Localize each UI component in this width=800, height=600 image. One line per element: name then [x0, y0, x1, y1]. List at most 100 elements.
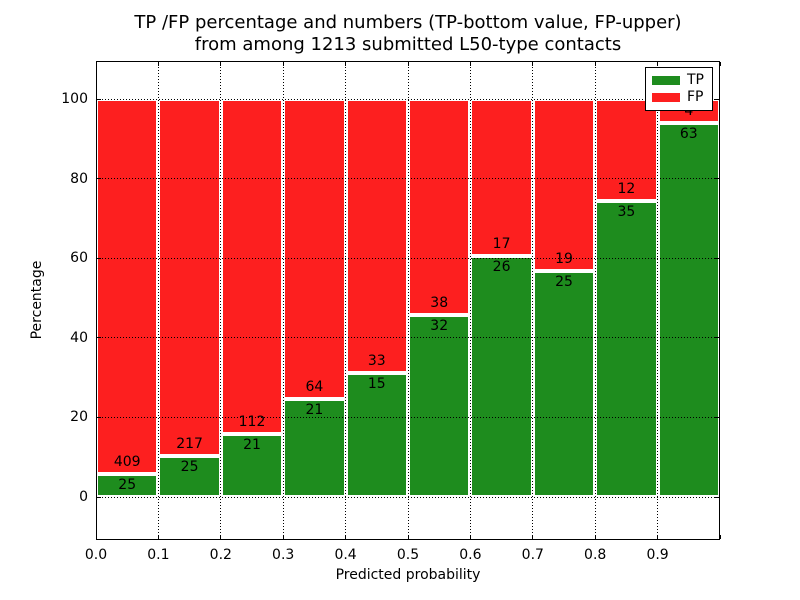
x-tick-bottom [95, 535, 97, 539]
x-tick-bottom [469, 535, 471, 539]
bar-label-fp: 17 [492, 236, 511, 253]
y-tick-right [715, 337, 719, 339]
bar-label-fp: 33 [367, 352, 386, 369]
y-tick-right [715, 98, 719, 100]
x-tick-label: 0.0 [84, 547, 108, 563]
legend-swatch-tp [652, 75, 680, 85]
y-tick-left [97, 178, 101, 180]
x-tick-label: 0.8 [584, 547, 607, 563]
y-tick-left [97, 337, 101, 339]
y-tick-left [97, 416, 101, 418]
bar-label-tp: 21 [243, 437, 261, 454]
y-tick-right [715, 257, 719, 259]
x-tick-label: 0.9 [646, 547, 669, 563]
y-tick-right [715, 416, 719, 418]
bar-label-fp: 409 [113, 454, 141, 471]
x-tick-bottom [719, 535, 721, 539]
bar-segment-tp [595, 200, 658, 497]
legend-entry-tp: TP [652, 71, 706, 88]
x-tick-bottom [220, 535, 222, 539]
gridline-horizontal [96, 416, 720, 418]
bar-label-tp: 21 [305, 401, 324, 418]
x-tick-top [719, 62, 721, 66]
gridline-horizontal [96, 178, 720, 180]
y-tick-left [97, 98, 101, 100]
legend-swatch-fp [652, 93, 680, 103]
x-axis-label: Predicted probability [335, 567, 481, 583]
x-tick-bottom [407, 535, 409, 539]
chart-title-line1: TP /FP percentage and numbers (TP-bottom… [134, 12, 682, 33]
bar-label-tp: 63 [679, 125, 698, 142]
gridline-vertical [220, 61, 222, 540]
x-tick-top [407, 62, 409, 66]
bar-label-fp: 12 [617, 180, 636, 197]
x-tick-top [657, 62, 659, 66]
bar-label-tp: 15 [367, 375, 386, 392]
y-tick-right [715, 496, 719, 498]
x-tick-top [282, 62, 284, 66]
bar-label-tp: 25 [555, 273, 573, 290]
x-tick-top [532, 62, 534, 66]
bar-label-tp: 32 [430, 318, 449, 335]
y-tick-left [97, 257, 101, 259]
bar-segment-fp [220, 99, 284, 435]
bar-segment-tp [96, 474, 159, 497]
bar-label-tp: 35 [617, 203, 636, 220]
y-axis-label: Percentage [29, 260, 45, 340]
x-tick-label: 0.6 [459, 547, 482, 563]
y-tick-label: 100 [61, 91, 88, 107]
x-tick-top [345, 62, 347, 66]
legend-entry-fp: FP [652, 90, 706, 105]
legend: TP FP [645, 67, 713, 111]
bar-label-tp: 25 [118, 477, 137, 494]
gridline-horizontal [96, 496, 720, 498]
bar-segment-fp [532, 99, 596, 271]
bar-segment-tp [158, 455, 221, 497]
x-tick-bottom [345, 535, 347, 539]
gridline-vertical [345, 61, 347, 540]
legend-label: TP [687, 71, 704, 88]
x-tick-top [594, 62, 596, 66]
bar-segment-fp [158, 99, 221, 456]
x-tick-label: 0.7 [521, 547, 544, 563]
y-tick-right [715, 178, 719, 180]
y-tick-label: 0 [79, 489, 88, 505]
bar-label-fp: 64 [305, 378, 324, 395]
bar-label-fp: 38 [430, 295, 449, 312]
gridline-horizontal [96, 257, 720, 259]
bar-label-fp: 112 [238, 414, 266, 431]
x-tick-top [95, 62, 97, 66]
x-tick-label: 0.4 [334, 547, 357, 563]
y-tick-label: 20 [70, 409, 88, 426]
gridline-vertical [407, 61, 409, 540]
x-tick-bottom [532, 535, 534, 539]
chart-title-line2: from among 1213 submitted L50-type conta… [194, 34, 622, 55]
bar-segment-fp [470, 99, 533, 257]
bar-segment-tp [220, 434, 284, 497]
legend-label: FP [687, 89, 704, 106]
x-tick-label: 0.5 [396, 547, 420, 563]
x-tick-top [469, 62, 471, 66]
bar-segment-tp [470, 256, 533, 497]
bar-segment-tp [408, 315, 471, 497]
bar-segment-tp [657, 122, 720, 497]
bar-segment-tp [345, 372, 408, 497]
bar-label-tp: 26 [492, 259, 511, 276]
x-tick-bottom [282, 535, 284, 539]
x-tick-bottom [157, 535, 159, 539]
bar-segment-fp [408, 99, 471, 316]
x-tick-label: 0.2 [209, 547, 232, 563]
x-tick-bottom [657, 535, 659, 539]
y-tick-label: 40 [70, 329, 88, 346]
gridline-horizontal [96, 98, 720, 100]
bar-label-fp: 217 [176, 435, 203, 452]
y-tick-left [97, 496, 101, 498]
bar-label-fp: 19 [555, 250, 573, 267]
gridline-vertical [594, 61, 596, 540]
bar-segment-fp [345, 99, 408, 373]
gridline-vertical [657, 61, 659, 540]
bar-segment-tp [532, 270, 596, 497]
y-tick-label: 80 [70, 170, 88, 187]
x-tick-label: 0.1 [147, 547, 170, 563]
gridline-horizontal [96, 337, 720, 339]
